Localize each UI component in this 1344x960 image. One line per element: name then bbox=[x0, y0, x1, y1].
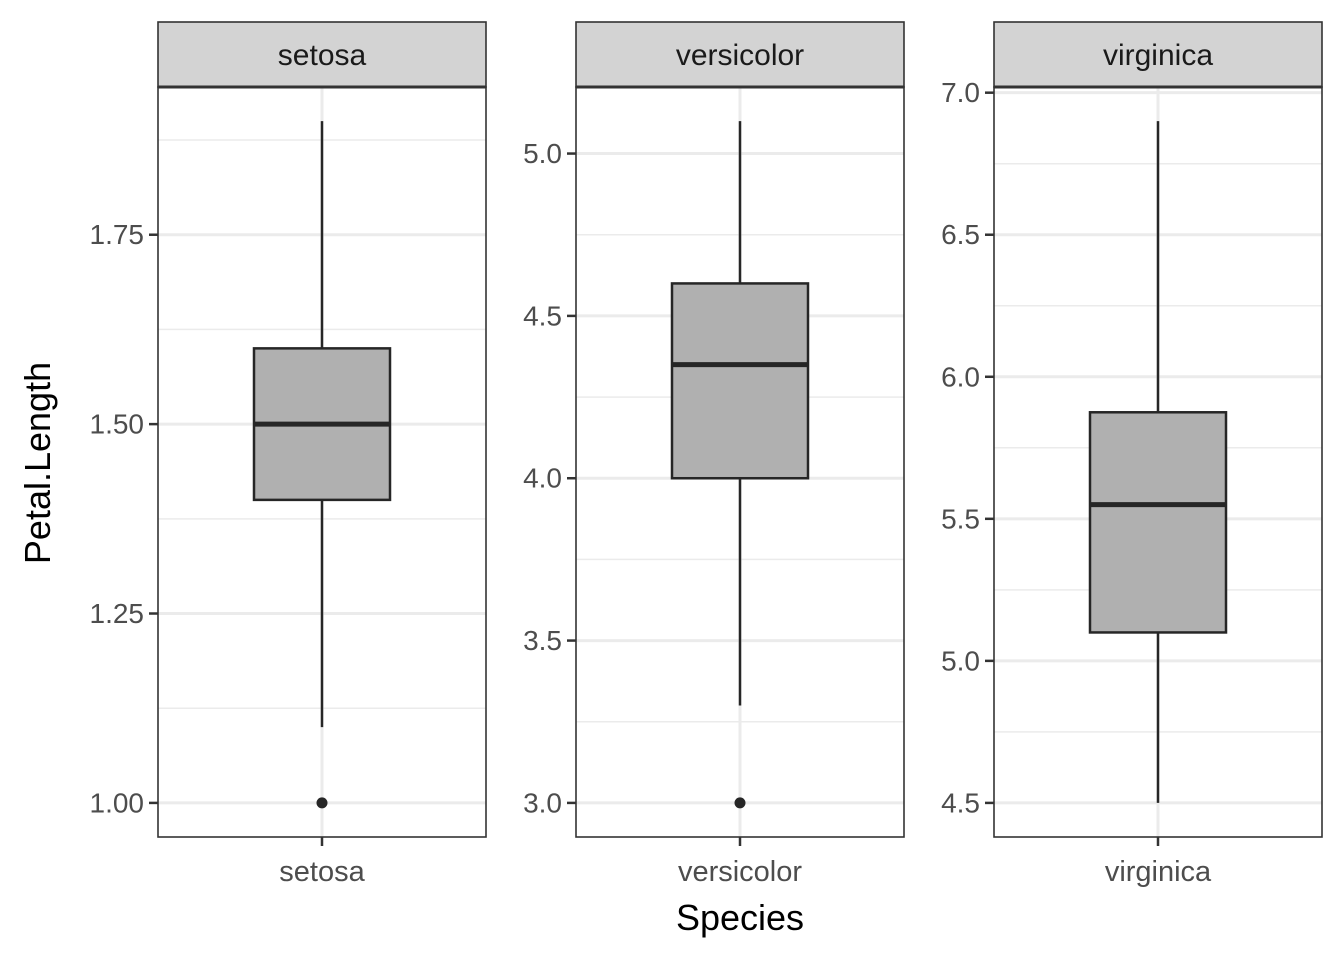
y-tick-label: 5.0 bbox=[523, 138, 562, 169]
box-iqr bbox=[670, 282, 810, 480]
y-tick-label: 1.50 bbox=[90, 409, 145, 440]
y-tick-label: 1.00 bbox=[90, 787, 145, 818]
x-axis-title: Species bbox=[676, 897, 804, 938]
facet-strip bbox=[157, 21, 487, 88]
y-tick-label: 5.5 bbox=[941, 503, 980, 534]
y-tick-label: 3.5 bbox=[523, 625, 562, 656]
y-tick-label: 6.5 bbox=[941, 219, 980, 250]
x-tick-label: versicolor bbox=[678, 856, 802, 888]
y-tick-label: 1.25 bbox=[90, 598, 145, 629]
y-tick-label: 4.5 bbox=[941, 787, 980, 818]
y-tick-label: 4.0 bbox=[523, 463, 562, 494]
facet-strip bbox=[993, 21, 1323, 88]
facet-panel-versicolor: versicolor 3.0 3.5 4.0 4.5 5.0 versicolor bbox=[523, 21, 905, 888]
y-tick-label: 4.5 bbox=[523, 300, 562, 331]
y-tick-label: 3.0 bbox=[523, 787, 562, 818]
facet-panel-setosa: setosa 1.00 1.25 1.50 1.75 setosa bbox=[90, 21, 487, 888]
x-tick-label: virginica bbox=[1105, 856, 1212, 888]
facet-strip-label: setosa bbox=[278, 39, 367, 72]
y-tick-label: 5.0 bbox=[941, 645, 980, 676]
facet-panels: setosa 1.00 1.25 1.50 1.75 setosa versicolor 3.… bbox=[90, 21, 1323, 888]
facet-strip-label: virginica bbox=[1103, 39, 1213, 72]
y-tick-label: 6.0 bbox=[941, 361, 980, 392]
y-tick-label: 7.0 bbox=[941, 77, 980, 108]
outlier-point bbox=[734, 797, 746, 809]
facet-strip bbox=[575, 21, 905, 88]
x-tick-label: setosa bbox=[279, 856, 365, 888]
box-iqr bbox=[1088, 411, 1228, 634]
facet-panel-virginica: virginica 4.5 5.0 5.5 6.0 6.5 7.0 virginica bbox=[941, 21, 1323, 888]
y-tick-label: 1.75 bbox=[90, 219, 145, 250]
facet-strip-label: versicolor bbox=[676, 39, 804, 72]
outlier-point bbox=[316, 797, 328, 809]
y-axis-title: Petal.Length bbox=[17, 362, 58, 564]
